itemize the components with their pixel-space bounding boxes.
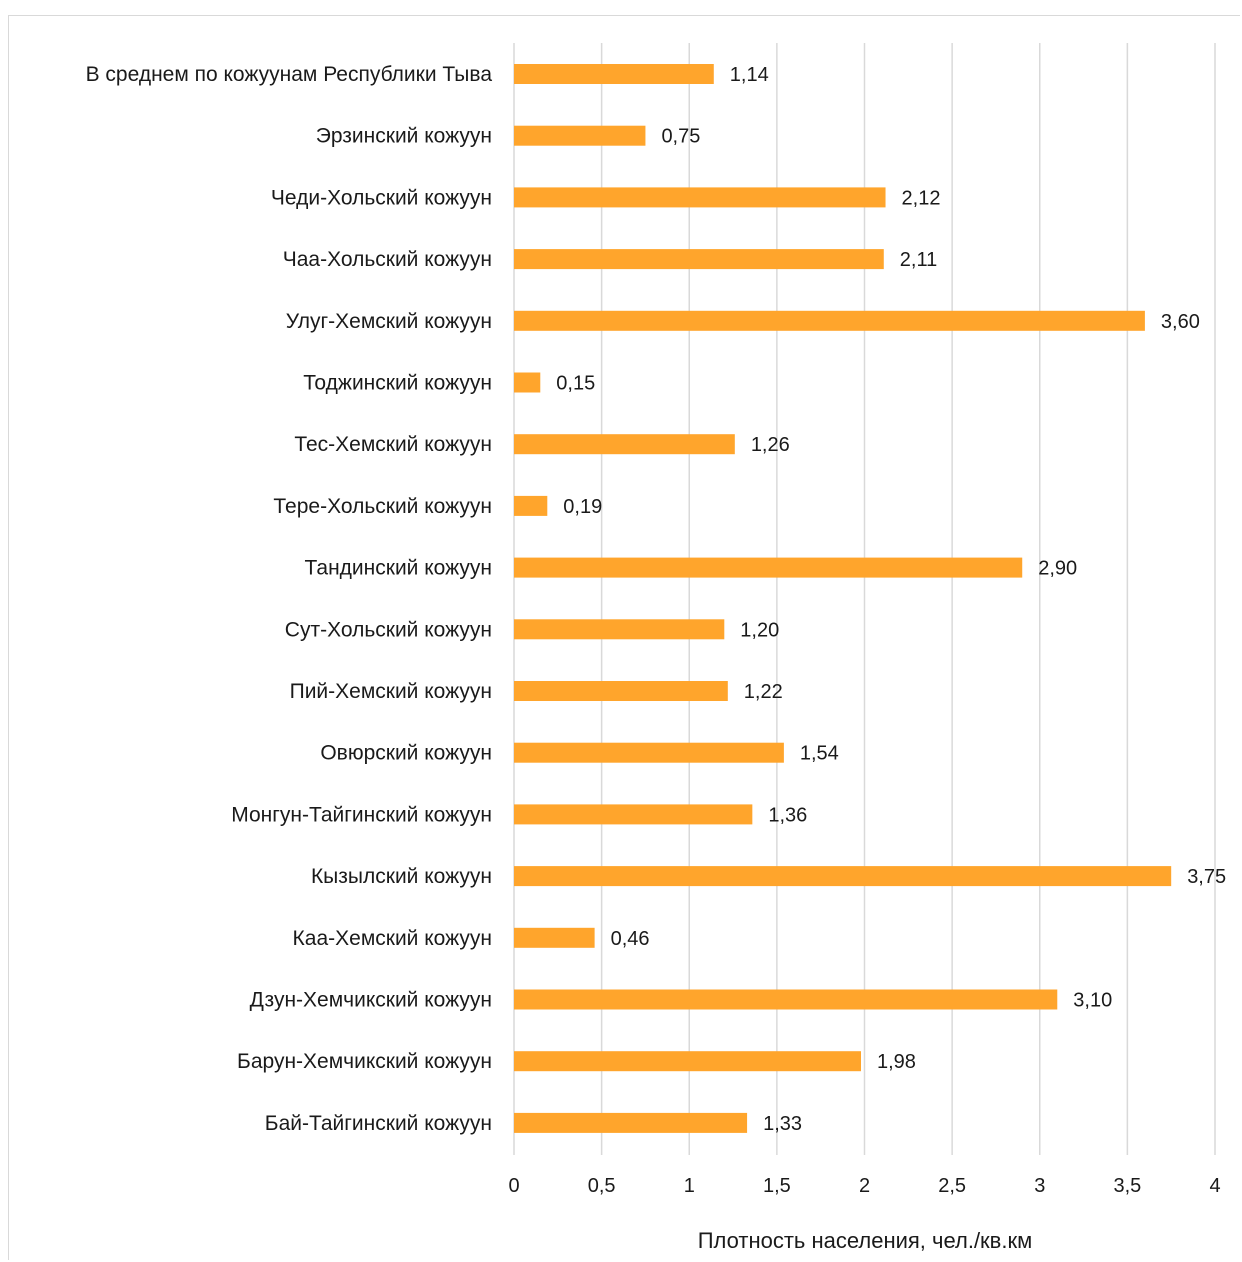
x-tick-label: 4 bbox=[1209, 1175, 1220, 1197]
category-label: Бай-Тайгинский кожуун bbox=[265, 1112, 492, 1135]
data-label: 2,90 bbox=[1038, 558, 1077, 580]
bar bbox=[514, 681, 728, 701]
x-tick-label: 3,5 bbox=[1113, 1175, 1141, 1197]
data-label: 3,10 bbox=[1073, 990, 1112, 1012]
bar bbox=[514, 495, 548, 516]
category-label: Дзун-Хемчикский кожуун bbox=[250, 989, 492, 1012]
data-label: 1,20 bbox=[740, 619, 779, 641]
x-tick-label: 1,5 bbox=[763, 1175, 791, 1197]
bar bbox=[514, 866, 1172, 887]
bar bbox=[514, 804, 753, 825]
x-tick-label: 0,5 bbox=[588, 1175, 616, 1197]
data-label: 1,36 bbox=[768, 804, 807, 826]
chart-frame bbox=[8, 15, 1240, 1260]
category-label: Эрзинский кожуун bbox=[316, 125, 492, 148]
category-label: Чеди-Хольский кожуун bbox=[271, 186, 492, 209]
data-label: 2,12 bbox=[902, 187, 941, 209]
data-label: 1,14 bbox=[730, 64, 769, 86]
x-tick-label: 0 bbox=[508, 1175, 519, 1197]
category-label: Сут-Хольский кожуун bbox=[285, 618, 492, 641]
category-label: Каа-Хемский кожуун bbox=[293, 927, 492, 950]
category-label: Монгун-Тайгинский кожуун bbox=[231, 803, 492, 826]
data-label: 0,15 bbox=[556, 373, 595, 395]
bar bbox=[514, 1051, 861, 1072]
bar bbox=[514, 310, 1145, 331]
x-tick-labels: 0 0,5 1 1,5 2 2,5 3 3,5 4 bbox=[508, 1175, 1220, 1197]
gridlines bbox=[513, 43, 1216, 1155]
category-label: Кызылский кожуун bbox=[311, 865, 492, 888]
data-label: 1,33 bbox=[763, 1113, 802, 1135]
category-label: Барун-Хемчикский кожуун bbox=[237, 1050, 492, 1073]
bar bbox=[514, 927, 595, 948]
bar bbox=[514, 249, 884, 270]
category-label: Тоджинский кожуун bbox=[303, 372, 492, 395]
bar bbox=[514, 1112, 748, 1133]
data-label: 0,19 bbox=[563, 496, 602, 518]
x-tick-label: 1 bbox=[684, 1175, 695, 1197]
bar bbox=[514, 742, 784, 763]
x-axis-title: Плотность населения, чел./кв.км bbox=[698, 1228, 1033, 1253]
category-label: В среднем по кожуунам Республики Тыва bbox=[86, 63, 493, 86]
data-label: 1,98 bbox=[877, 1051, 916, 1073]
category-label: Тандинский кожуун bbox=[305, 557, 492, 580]
bar bbox=[514, 557, 1023, 578]
data-label: 1,22 bbox=[744, 681, 783, 703]
category-label: Тес-Хемский кожуун bbox=[294, 433, 492, 456]
data-label: 2,11 bbox=[900, 249, 937, 271]
bar bbox=[514, 64, 714, 84]
data-label: 1,54 bbox=[800, 743, 839, 765]
data-label: 0,46 bbox=[611, 928, 650, 950]
x-tick-label: 2 bbox=[859, 1175, 870, 1197]
category-labels: В среднем по кожуунам Республики Тыва Эрз… bbox=[86, 63, 493, 1135]
data-label: 3,60 bbox=[1161, 311, 1200, 333]
x-tick-label: 3 bbox=[1034, 1175, 1045, 1197]
bar bbox=[514, 187, 886, 208]
data-label: 1,26 bbox=[751, 434, 790, 456]
data-label: 0,75 bbox=[661, 126, 700, 148]
bar bbox=[514, 372, 541, 393]
bar bbox=[514, 434, 735, 455]
bar bbox=[514, 989, 1058, 1010]
data-label: 3,75 bbox=[1187, 866, 1226, 888]
bar bbox=[514, 619, 725, 640]
category-label: Улуг-Хемский кожуун bbox=[286, 310, 492, 333]
value-labels: 1,14 0,75 2,12 2,11 3,60 0,15 1,26 0,19 2,90 1,20… bbox=[556, 64, 1226, 1135]
category-label: Пий-Хемский кожуун bbox=[290, 680, 492, 703]
bar bbox=[514, 125, 646, 146]
bars bbox=[514, 64, 1172, 1133]
category-label: Тере-Хольский кожуун bbox=[273, 495, 492, 518]
x-tick-label: 2,5 bbox=[938, 1175, 966, 1197]
category-label: Овюрский кожуун bbox=[320, 742, 492, 765]
category-label: Чаа-Хольский кожуун bbox=[283, 248, 492, 271]
